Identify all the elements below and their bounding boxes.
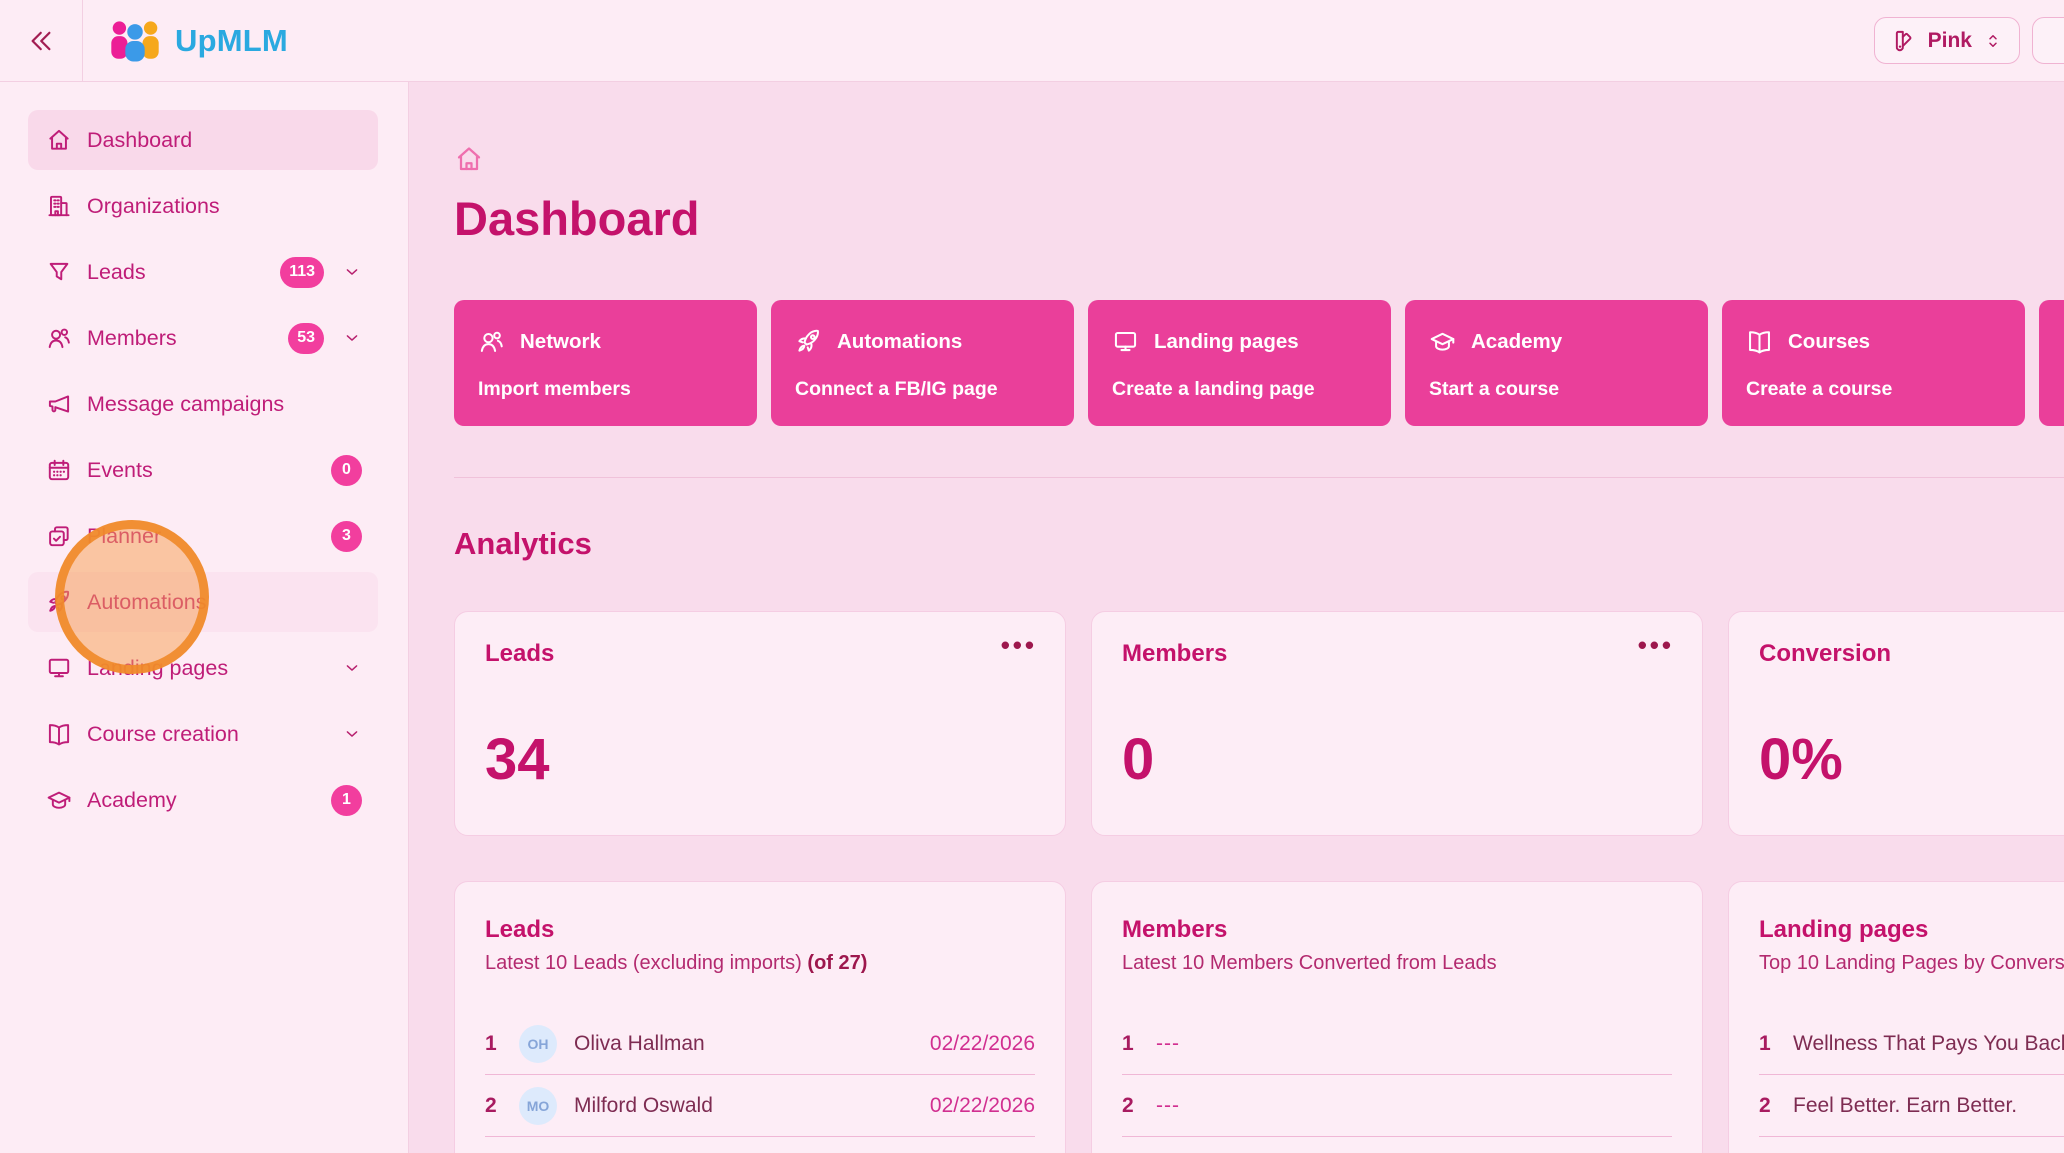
stat-value: 0% (1759, 726, 2064, 793)
book-icon (1746, 328, 1773, 355)
chevron-down-icon[interactable] (342, 658, 362, 678)
list-row[interactable]: 1 Wellness That Pays You Back (1759, 1013, 2064, 1075)
sidebar-item-organizations[interactable]: Organizations (28, 176, 378, 236)
sidebar-item-message-campaigns[interactable]: Message campaigns (28, 374, 378, 434)
avatar: OH (519, 1025, 557, 1063)
app-root: UpMLM Pink Dashboard (0, 0, 2064, 1153)
stat-value: 34 (485, 726, 1035, 793)
logo-mark-icon (107, 18, 163, 64)
count-badge: 113 (280, 257, 324, 288)
count-badge: 53 (288, 323, 324, 354)
list-card-landing-pages: Landing pages Top 10 Landing Pages by Co… (1728, 881, 2064, 1153)
sidebar-item-members[interactable]: Members 53 (28, 308, 378, 368)
sidebar-item-course-creation[interactable]: Course creation (28, 704, 378, 764)
analytics-header: Analytics Last 30 days 01/2 (454, 520, 2064, 567)
avatar: MO (519, 1087, 557, 1125)
quick-action-academy[interactable]: Academy Start a course (1405, 300, 1708, 426)
stats-row: Leads ••• 34 Members ••• 0 Conversion 0% (454, 611, 2064, 836)
quick-actions-row: Network Import members Automations Conne… (454, 300, 2064, 426)
clipboard-icon (46, 523, 72, 549)
quick-action-automations[interactable]: Automations Connect a FB/IG page (771, 300, 1074, 426)
ellipsis-menu-icon[interactable]: ••• (1001, 630, 1037, 661)
gradcap-icon (46, 787, 72, 813)
list-row[interactable]: 1 OH Oliva Hallman 02/22/2026 (485, 1013, 1035, 1075)
calendar-icon (46, 457, 72, 483)
theme-select-button[interactable]: Pink (1874, 17, 2020, 64)
list-row[interactable]: 2 Feel Better. Earn Better. (1759, 1075, 2064, 1137)
list-card-members: Members Latest 10 Members Converted from… (1091, 881, 1703, 1153)
sidebar: Dashboard Organizations (0, 82, 409, 1153)
people-icon (46, 325, 72, 351)
theme-select-label: Pink (1928, 29, 1972, 53)
people-icon (478, 328, 505, 355)
stat-value: 0 (1122, 726, 1672, 793)
monitor-icon (1112, 328, 1139, 355)
book-icon (46, 721, 72, 747)
ellipsis-menu-icon[interactable]: ••• (1638, 630, 1674, 661)
list-row[interactable]: 1 --- (1122, 1013, 1672, 1075)
chevrons-left-icon (26, 26, 56, 56)
partial-toolbar-button[interactable] (2032, 17, 2064, 64)
rocket-icon (795, 328, 822, 355)
chevron-updown-icon (1983, 31, 2003, 51)
sidebar-item-leads[interactable]: Leads 113 (28, 242, 378, 302)
gradcap-icon (1429, 328, 1456, 355)
stat-card-members: Members ••• 0 (1091, 611, 1703, 836)
sidebar-item-planner[interactable]: Planner 3 (28, 506, 378, 566)
topbar: UpMLM Pink (0, 0, 2064, 82)
main-content: Dashboard Network Import members (409, 82, 2064, 1153)
brand-logo[interactable]: UpMLM (107, 18, 288, 64)
stat-card-conversion: Conversion 0% (1728, 611, 2064, 836)
list-row[interactable]: 2 --- (1122, 1075, 1672, 1137)
section-divider (454, 477, 2064, 478)
breadcrumb-home-icon[interactable] (454, 144, 484, 174)
count-badge: 3 (331, 521, 362, 552)
quick-action-courses[interactable]: Courses Create a course (1722, 300, 2025, 426)
monitor-icon (46, 655, 72, 681)
megaphone-icon (46, 391, 72, 417)
quick-action-item[interactable] (2039, 300, 2064, 426)
lists-row: Leads Latest 10 Leads (excluding imports… (454, 881, 2064, 1153)
funnel-icon (46, 259, 72, 285)
topbar-actions: Pink (1874, 17, 2064, 64)
quick-action-landing-pages[interactable]: Landing pages Create a landing page (1088, 300, 1391, 426)
sidebar-collapse-button[interactable] (0, 0, 83, 81)
analytics-heading: Analytics (454, 526, 592, 562)
count-badge: 1 (331, 785, 362, 816)
palette-icon (1891, 28, 1917, 54)
page-title: Dashboard (454, 192, 2064, 246)
chevron-down-icon[interactable] (342, 328, 362, 348)
sidebar-item-academy[interactable]: Academy 1 (28, 770, 378, 830)
quick-action-network[interactable]: Network Import members (454, 300, 757, 426)
list-card-leads: Leads Latest 10 Leads (excluding imports… (454, 881, 1066, 1153)
chevron-down-icon[interactable] (342, 724, 362, 744)
chevron-down-icon[interactable] (342, 262, 362, 282)
count-badge: 0 (331, 455, 362, 486)
sidebar-item-landing-pages[interactable]: Landing pages (28, 638, 378, 698)
list-rows: 1 --- 2 --- (1122, 1013, 1672, 1137)
brand-name: UpMLM (175, 23, 288, 59)
layout: Dashboard Organizations (0, 82, 2064, 1153)
sidebar-item-automations[interactable]: Automations (28, 572, 378, 632)
sidebar-item-events[interactable]: Events 0 (28, 440, 378, 500)
stat-card-leads: Leads ••• 34 (454, 611, 1066, 836)
building-icon (46, 193, 72, 219)
list-row[interactable]: 2 MO Milford Oswald 02/22/2026 (485, 1075, 1035, 1137)
rocket-icon (46, 589, 72, 615)
list-rows: 1 Wellness That Pays You Back 2 Feel Bet (1759, 1013, 2064, 1137)
home-icon (46, 127, 72, 153)
sidebar-item-dashboard[interactable]: Dashboard (28, 110, 378, 170)
list-rows: 1 OH Oliva Hallman 02/22/2026 2 MO Milfo… (485, 1013, 1035, 1137)
